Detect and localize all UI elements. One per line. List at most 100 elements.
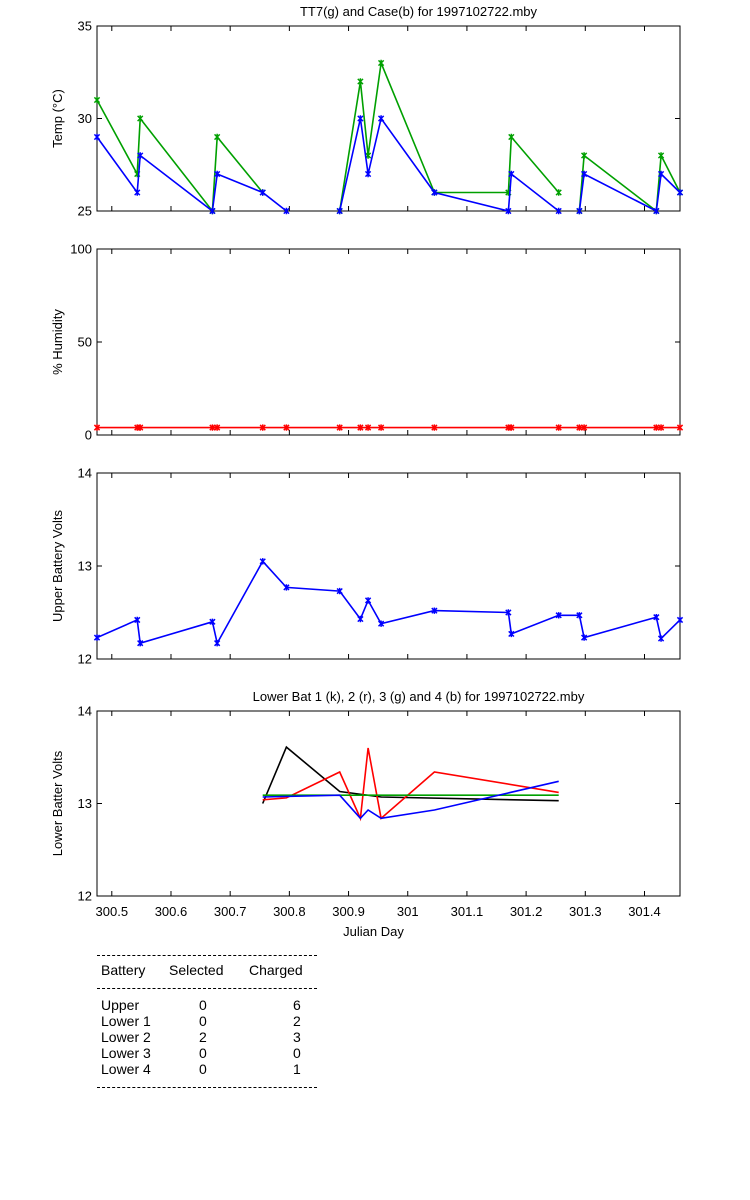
- data-point: [676, 189, 684, 196]
- plot-frame: [96, 710, 681, 897]
- y-tick-label: 30: [78, 111, 92, 126]
- row-charged: 3: [293, 1029, 301, 1045]
- data-point: [657, 424, 665, 431]
- data-point: [137, 152, 144, 159]
- row-charged: 2: [293, 1013, 301, 1029]
- row-battery: Lower 3: [101, 1045, 151, 1061]
- table-body: Upper 0 6 Lower 1 0 2 Lower 2 2 3 Lower …: [101, 997, 317, 1077]
- y-tick-label: 100: [70, 242, 92, 257]
- data-point: [377, 59, 385, 67]
- data-point: [93, 634, 101, 641]
- data-point: [555, 189, 562, 196]
- data-point: [508, 424, 515, 431]
- data-point: [505, 609, 512, 616]
- data-point: [580, 424, 588, 431]
- series-case: [93, 115, 684, 215]
- header-charged: Charged: [249, 962, 303, 978]
- chart-title: Lower Bat 1 (k), 2 (r), 3 (g) and 4 (b) …: [253, 689, 585, 704]
- series-line: [261, 745, 559, 804]
- data-point: [336, 424, 343, 431]
- plot-frame: [96, 248, 681, 436]
- data-point: [209, 424, 216, 431]
- data-point: [283, 584, 290, 591]
- data-point: [676, 424, 684, 431]
- data-point: [357, 615, 364, 623]
- chart-title: TT7(g) and Case(b) for 1997102722.mby: [300, 4, 538, 19]
- data-point: [357, 115, 364, 122]
- data-point: [137, 639, 144, 647]
- data-point: [676, 616, 684, 624]
- row-charged: 1: [293, 1061, 301, 1077]
- series-line: [578, 152, 681, 213]
- data-point: [653, 207, 660, 215]
- series-line: [338, 59, 560, 212]
- data-point: [357, 78, 364, 85]
- data-point: [555, 207, 562, 215]
- x-axis-label: Julian Day: [343, 924, 404, 939]
- row-selected: 0: [199, 997, 207, 1013]
- data-point: [377, 424, 385, 431]
- y-tick-label: 50: [78, 335, 92, 350]
- data-point: [431, 189, 438, 196]
- data-point: [364, 170, 372, 178]
- series-line: [338, 116, 560, 213]
- row-selected: 0: [199, 1013, 207, 1029]
- data-point: [336, 207, 343, 215]
- series-line: [96, 99, 264, 214]
- table-row: Lower 3 0 0: [101, 1045, 317, 1061]
- series-line: [578, 172, 681, 213]
- header-battery: Battery: [101, 962, 146, 978]
- data-point: [508, 133, 515, 141]
- x-tick-label: 301.1: [451, 904, 484, 919]
- x-tick-label: 300.8: [273, 904, 306, 919]
- data-point: [580, 634, 588, 641]
- y-tick-label: 0: [85, 428, 92, 443]
- data-point: [508, 630, 515, 638]
- x-tick-label: 300.7: [214, 904, 247, 919]
- row-selected: 2: [199, 1029, 207, 1045]
- data-point: [214, 639, 221, 647]
- data-point: [214, 170, 221, 178]
- x-tick-label: 301: [397, 904, 419, 919]
- row-battery: Lower 1: [101, 1013, 151, 1029]
- series-lower-2: [262, 747, 559, 822]
- data-point: [653, 424, 660, 431]
- row-charged: 6: [293, 997, 301, 1013]
- data-point: [336, 587, 343, 595]
- data-point: [508, 170, 515, 178]
- y-tick-label: 14: [78, 704, 92, 719]
- data-point: [377, 620, 385, 627]
- data-point: [653, 613, 660, 621]
- data-point: [209, 618, 216, 625]
- data-point: [137, 115, 144, 122]
- series-line: [96, 136, 287, 213]
- series-upper: [93, 558, 684, 647]
- data-point: [259, 558, 266, 565]
- data-point: [364, 597, 372, 604]
- table-top-rule: [97, 955, 317, 956]
- series-line: [262, 780, 559, 820]
- row-charged: 0: [293, 1045, 301, 1061]
- data-point: [209, 207, 216, 215]
- data-point: [283, 207, 290, 215]
- row-selected: 0: [199, 1061, 207, 1077]
- data-point: [576, 424, 583, 431]
- y-axis-label: % Humidity: [50, 309, 65, 375]
- data-point: [357, 424, 364, 431]
- table-row: Lower 2 2 3: [101, 1029, 317, 1045]
- data-point: [431, 424, 438, 431]
- series-line: [96, 559, 681, 646]
- data-point: [93, 133, 101, 141]
- data-point: [657, 170, 665, 178]
- y-tick-label: 12: [78, 889, 92, 904]
- row-battery: Upper: [101, 997, 140, 1013]
- data-point: [283, 424, 290, 431]
- data-point: [214, 424, 221, 431]
- x-tick-label: 300.9: [332, 904, 365, 919]
- data-point: [657, 152, 665, 159]
- plot-frame: [96, 472, 681, 660]
- series-line: [262, 747, 559, 822]
- data-point: [576, 612, 583, 619]
- x-tick-label: 301.4: [628, 904, 661, 919]
- data-point: [505, 207, 512, 215]
